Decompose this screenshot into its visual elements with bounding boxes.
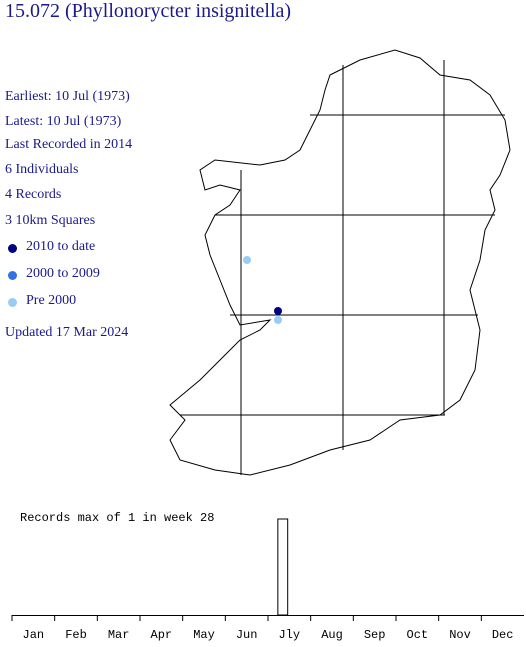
updated: Updated 17 Mar 2024: [5, 325, 129, 340]
title: 15.072 (Phyllonorycter insignitella): [5, 0, 292, 22]
grid: [180, 60, 505, 475]
month-label: Apr: [151, 628, 173, 642]
legend-dot: [8, 244, 17, 253]
stat-line: Latest: 10 Jul (1973): [5, 114, 122, 129]
phenology-chart: Records max of 1 in week 28 Jan Feb Mar Apr…: [11, 511, 524, 642]
stat-line: 4 Records: [5, 187, 62, 202]
month-label: Dec: [492, 628, 514, 642]
month-label: Sep: [364, 628, 386, 642]
chart-caption: Records max of 1 in week 28: [20, 511, 214, 525]
stat-line: 3 10km Squares: [5, 213, 96, 228]
legend-label: 2000 to 2009: [26, 266, 100, 281]
month-label: May: [193, 628, 215, 642]
legend-dot: [8, 298, 17, 307]
month-label: Oct: [407, 628, 429, 642]
month-label: Mar: [108, 628, 130, 642]
stat-line: 6 Individuals: [5, 162, 79, 177]
ireland-outline: [169, 49, 511, 476]
stat-line: Last Recorded in 2014: [5, 137, 133, 152]
stat-line: Earliest: 10 Jul (1973): [5, 89, 130, 104]
legend-dot: [8, 271, 17, 280]
record-dot: [274, 316, 282, 324]
month-label: Jan: [23, 628, 45, 642]
week-bar: [277, 518, 289, 616]
record-dot: [274, 307, 282, 315]
record-dot: [243, 256, 251, 264]
month-label: Nov: [449, 628, 471, 642]
month-label: Feb: [65, 628, 87, 642]
legend-label: 2010 to date: [26, 239, 96, 254]
legend-label: Pre 2000: [26, 293, 77, 308]
month-label: Aug: [321, 628, 343, 642]
month-label: Jun: [236, 628, 258, 642]
month-label: Jly: [279, 628, 301, 642]
